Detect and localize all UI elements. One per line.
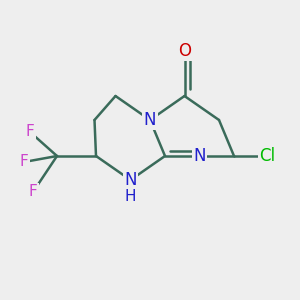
Text: F: F bbox=[28, 184, 38, 200]
Text: H: H bbox=[125, 189, 136, 204]
Text: Cl: Cl bbox=[259, 147, 275, 165]
Text: N: N bbox=[124, 171, 137, 189]
Text: N: N bbox=[193, 147, 206, 165]
Text: F: F bbox=[26, 124, 34, 140]
Text: O: O bbox=[178, 42, 191, 60]
Text: F: F bbox=[20, 154, 28, 169]
Text: N: N bbox=[144, 111, 156, 129]
